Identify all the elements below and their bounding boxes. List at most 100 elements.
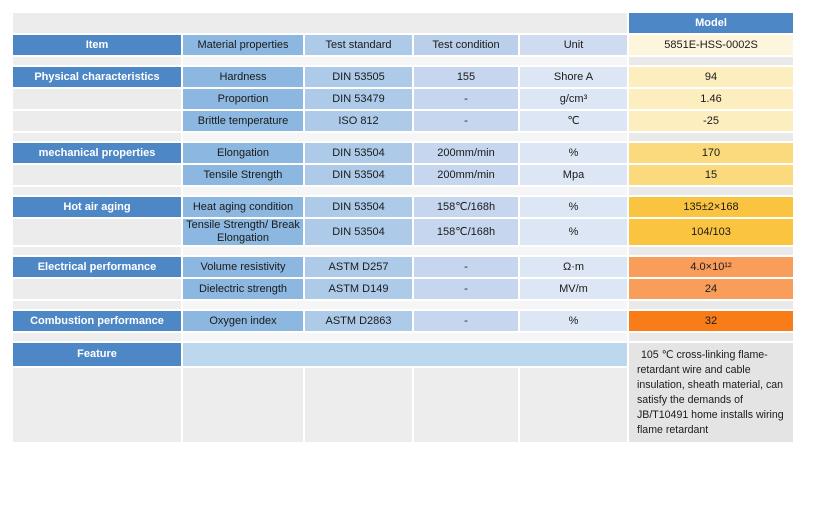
cell-standard: DIN 53504 — [305, 165, 412, 185]
cell-unit: % — [520, 219, 627, 245]
cell-condition: - — [414, 311, 518, 331]
spacer-cell — [183, 333, 627, 341]
section-label-electrical: Electrical performance — [13, 257, 181, 277]
spacer-row — [13, 187, 793, 195]
model-header: Model — [629, 13, 793, 33]
cell-material: Heat aging condition — [183, 197, 303, 217]
spacer-cell — [183, 187, 627, 195]
spacer-cell — [629, 301, 793, 309]
spacer-row — [13, 57, 793, 65]
cell-condition: 155 — [414, 67, 518, 87]
section-label-hot-air: Hot air aging — [13, 197, 181, 217]
blank-cell — [13, 111, 181, 131]
section-label-physical: Physical characteristics — [13, 67, 181, 87]
spacer-row — [13, 301, 793, 309]
section-label-mechanical: mechanical properties — [13, 143, 181, 163]
cell-material: Oxygen index — [183, 311, 303, 331]
cell-value: 1.46 — [629, 89, 793, 109]
cell-value: 24 — [629, 279, 793, 299]
blank-cell — [13, 165, 181, 185]
col-header-standard: Test standard — [305, 35, 412, 55]
cell-value: -25 — [629, 111, 793, 131]
cell-unit: % — [520, 197, 627, 217]
spacer-cell — [13, 57, 181, 65]
cell-standard: DIN 53505 — [305, 67, 412, 87]
cell-condition: 158℃/168h — [414, 219, 518, 245]
spacer-cell — [183, 133, 627, 141]
blank-cell — [520, 367, 627, 442]
section-label-feature: Feature — [13, 343, 181, 366]
cell-value: 94 — [629, 67, 793, 87]
table-row: Hot air aging Heat aging condition DIN 5… — [13, 197, 793, 217]
blank-cell — [305, 367, 412, 442]
table-row: Tensile Strength/ Break Elongation DIN 5… — [13, 219, 793, 245]
table-row: Proportion DIN 53479 - g/cm³ 1.46 — [13, 89, 793, 109]
material-spec-table: Model Item Material properties Test stan… — [11, 11, 795, 444]
cell-material: Dielectric strength — [183, 279, 303, 299]
col-header-unit: Unit — [520, 35, 627, 55]
blank-cell — [13, 367, 181, 442]
blank-cell — [183, 367, 303, 442]
cell-material: Tensile Strength — [183, 165, 303, 185]
blank-cell — [13, 279, 181, 299]
cell-unit: Mpa — [520, 165, 627, 185]
cell-standard: DIN 53504 — [305, 143, 412, 163]
cell-standard: ASTM D257 — [305, 257, 412, 277]
cell-unit: % — [520, 311, 627, 331]
model-number-cell: 5851E-HSS-0002S — [629, 35, 793, 55]
cell-standard: ISO 812 — [305, 111, 412, 131]
cell-value: 170 — [629, 143, 793, 163]
blank-cell — [13, 219, 181, 245]
cell-unit: ℃ — [520, 111, 627, 131]
cell-unit: g/cm³ — [520, 89, 627, 109]
cell-material: Proportion — [183, 89, 303, 109]
cell-value: 15 — [629, 165, 793, 185]
cell-unit: Shore A — [520, 67, 627, 87]
cell-material: Hardness — [183, 67, 303, 87]
spacer-cell — [183, 247, 627, 255]
cell-material: Volume resistivity — [183, 257, 303, 277]
cell-standard: ASTM D2863 — [305, 311, 412, 331]
cell-unit: % — [520, 143, 627, 163]
feature-description: 105 ℃ cross-linking flame-retardant wire… — [629, 343, 793, 442]
spacer-cell — [13, 333, 181, 341]
cell-condition: - — [414, 257, 518, 277]
spacer-row — [13, 247, 793, 255]
cell-condition: - — [414, 111, 518, 131]
col-header-item: Item — [13, 35, 181, 55]
cell-condition: 200mm/min — [414, 165, 518, 185]
cell-value: 135±2×168 — [629, 197, 793, 217]
spacer-cell — [183, 57, 627, 65]
spacer-cell — [629, 187, 793, 195]
blank-cell — [13, 89, 181, 109]
cell-material: Brittle temperature — [183, 111, 303, 131]
cell-material: Elongation — [183, 143, 303, 163]
spacer-cell — [629, 247, 793, 255]
table-row: Brittle temperature ISO 812 - ℃ -25 — [13, 111, 793, 131]
cell-condition: 200mm/min — [414, 143, 518, 163]
spacer-cell — [13, 133, 181, 141]
table-row: mechanical properties Elongation DIN 535… — [13, 143, 793, 163]
cell-condition: 158℃/168h — [414, 197, 518, 217]
col-header-material: Material properties — [183, 35, 303, 55]
cell-condition: - — [414, 279, 518, 299]
spacer-row — [13, 333, 793, 341]
cell-unit: MV/m — [520, 279, 627, 299]
cell-value: 104/103 — [629, 219, 793, 245]
spacer-cell — [13, 187, 181, 195]
table-row: Electrical performance Volume resistivit… — [13, 257, 793, 277]
cell-standard: DIN 53479 — [305, 89, 412, 109]
cell-condition: - — [414, 89, 518, 109]
feature-row: Feature 105 ℃ cross-linking flame-retard… — [13, 343, 793, 442]
empty-bottom-row — [13, 367, 793, 442]
blank-cell — [414, 367, 518, 442]
spacer-cell — [183, 301, 627, 309]
section-label-combustion: Combustion performance — [13, 311, 181, 331]
blank-cell — [13, 13, 627, 33]
spacer-cell — [13, 247, 181, 255]
spacer-row — [13, 133, 793, 141]
table-row: Physical characteristics Hardness DIN 53… — [13, 67, 793, 87]
table-row: Combustion performance Oxygen index ASTM… — [13, 311, 793, 331]
cell-material: Tensile Strength/ Break Elongation — [183, 219, 303, 245]
feature-band — [183, 343, 627, 366]
